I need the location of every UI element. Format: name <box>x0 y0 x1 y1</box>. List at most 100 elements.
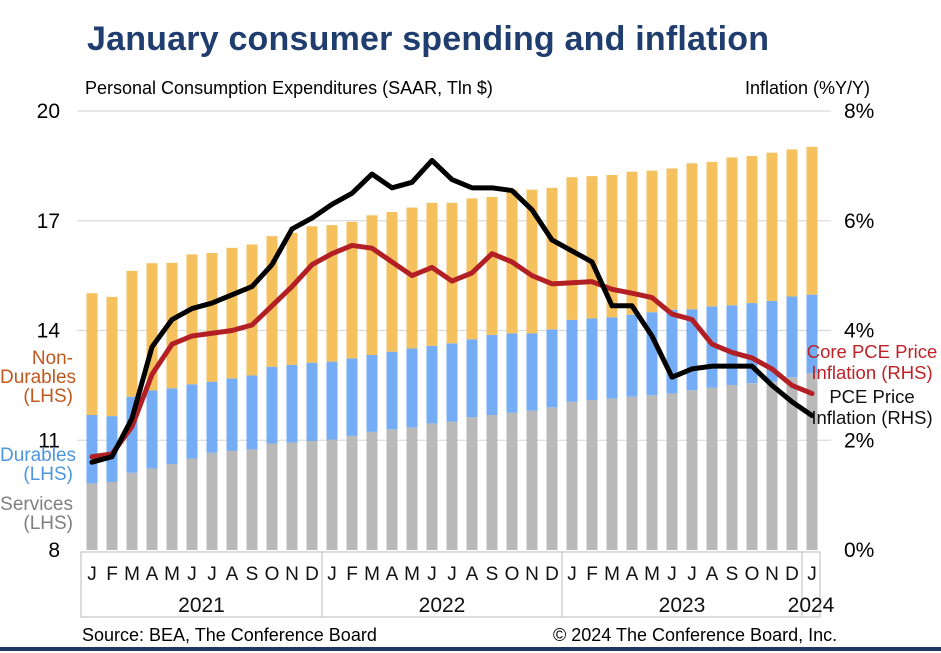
bar-durables <box>326 361 338 440</box>
bar-non-durables <box>166 262 178 389</box>
bar-non-durables <box>86 293 98 416</box>
pce-inflation-line <box>89 157 815 465</box>
bar-services <box>146 468 158 550</box>
month-label: J <box>187 564 197 585</box>
bar-durables <box>86 415 98 484</box>
bar-durables <box>646 312 658 396</box>
month-label: D <box>545 564 559 585</box>
year-axis-labels: 2021 2022 2023 2024 <box>178 594 835 617</box>
axis-box-border <box>80 551 821 618</box>
bar-services <box>386 429 398 550</box>
bar-services <box>266 443 278 550</box>
copyright-note: © 2024 The Conference Board, Inc. <box>553 625 838 645</box>
month-label: J <box>427 564 437 585</box>
month-label: J <box>447 564 457 585</box>
bar-durables <box>286 364 298 443</box>
bar-non-durables <box>686 163 698 310</box>
bar-non-durables <box>226 247 238 379</box>
bar-services <box>566 401 578 550</box>
month-label: M <box>164 564 180 585</box>
month-label: M <box>124 564 140 585</box>
bar-durables <box>766 300 778 382</box>
bar-non-durables <box>526 189 538 334</box>
month-label: O <box>265 564 280 585</box>
bar-durables <box>246 375 258 450</box>
bar-non-durables <box>306 226 318 363</box>
month-label: N <box>285 564 299 585</box>
left-axis-tick-labels: 20 17 14 11 8 <box>37 100 61 562</box>
bar-services <box>286 442 298 550</box>
bar-services <box>786 377 798 550</box>
bar-durables <box>666 309 678 394</box>
bar-non-durables <box>426 202 438 346</box>
bar-durables <box>746 303 758 384</box>
month-label: J <box>207 564 217 585</box>
bar-services <box>746 383 758 550</box>
bar-services <box>346 435 358 550</box>
bar-non-durables <box>246 244 258 376</box>
bar-durables <box>126 396 138 473</box>
right-axis-title: Inflation (%Y/Y) <box>744 78 870 98</box>
bars-services-series <box>86 373 818 550</box>
bar-durables <box>486 334 498 416</box>
bar-durables <box>366 355 378 432</box>
left-axis-tick: 11 <box>38 429 60 452</box>
bar-durables <box>526 333 538 411</box>
bar-durables <box>166 388 178 465</box>
bar-non-durables <box>326 225 338 362</box>
bar-services <box>706 387 718 550</box>
bar-non-durables <box>706 161 718 307</box>
bar-non-durables <box>806 146 818 295</box>
series-label-core-pce-inflation: Core PCE Price Inflation (RHS) <box>806 341 938 383</box>
month-label: S <box>246 564 259 585</box>
bar-services <box>806 373 818 550</box>
month-label: A <box>226 564 239 585</box>
bar-durables <box>426 345 438 424</box>
bar-non-durables <box>586 176 598 319</box>
bar-durables <box>506 333 518 413</box>
month-label: J <box>87 564 97 585</box>
bar-non-durables <box>146 263 158 391</box>
bar-durables <box>446 343 458 422</box>
bar-durables <box>606 317 618 399</box>
right-axis-tick: 2% <box>844 429 874 452</box>
left-axis-tick: 8 <box>48 539 60 562</box>
month-label: J <box>807 564 817 585</box>
bar-non-durables <box>746 155 758 304</box>
source-note: Source: BEA, The Conference Board <box>82 625 377 645</box>
bar-durables <box>306 362 318 441</box>
bar-durables <box>466 339 478 418</box>
bar-non-durables <box>386 211 398 352</box>
month-label: M <box>404 564 420 585</box>
bar-non-durables <box>286 232 298 365</box>
year-label: 2023 <box>659 594 706 617</box>
page-title: January consumer spending and inflation <box>87 20 770 58</box>
month-label: O <box>505 564 520 585</box>
bar-non-durables <box>466 198 478 340</box>
left-axis-tick: 20 <box>37 100 60 123</box>
left-axis-tick: 14 <box>37 320 61 343</box>
right-axis-tick-labels: 8% 6% 4% 2% 0% <box>844 100 874 562</box>
bar-non-durables <box>186 254 198 385</box>
bar-non-durables <box>206 252 218 382</box>
month-label: M <box>364 564 380 585</box>
bar-services <box>546 407 558 550</box>
right-axis-tick: 0% <box>844 539 874 562</box>
bar-services <box>446 421 458 550</box>
bar-non-durables <box>366 215 378 356</box>
bar-non-durables <box>106 296 118 417</box>
bar-durables <box>586 318 598 401</box>
bar-services <box>646 395 658 550</box>
series-label-non-durables: Non- Durables (LHS) <box>0 348 77 407</box>
month-label: A <box>626 564 639 585</box>
bar-services <box>606 398 618 550</box>
bar-non-durables <box>446 202 458 344</box>
month-label: J <box>667 564 677 585</box>
bar-services <box>586 400 598 550</box>
core-pce-inflation-line <box>89 242 815 460</box>
bar-durables <box>686 309 698 391</box>
bar-services <box>86 483 98 550</box>
bar-durables <box>786 296 798 378</box>
